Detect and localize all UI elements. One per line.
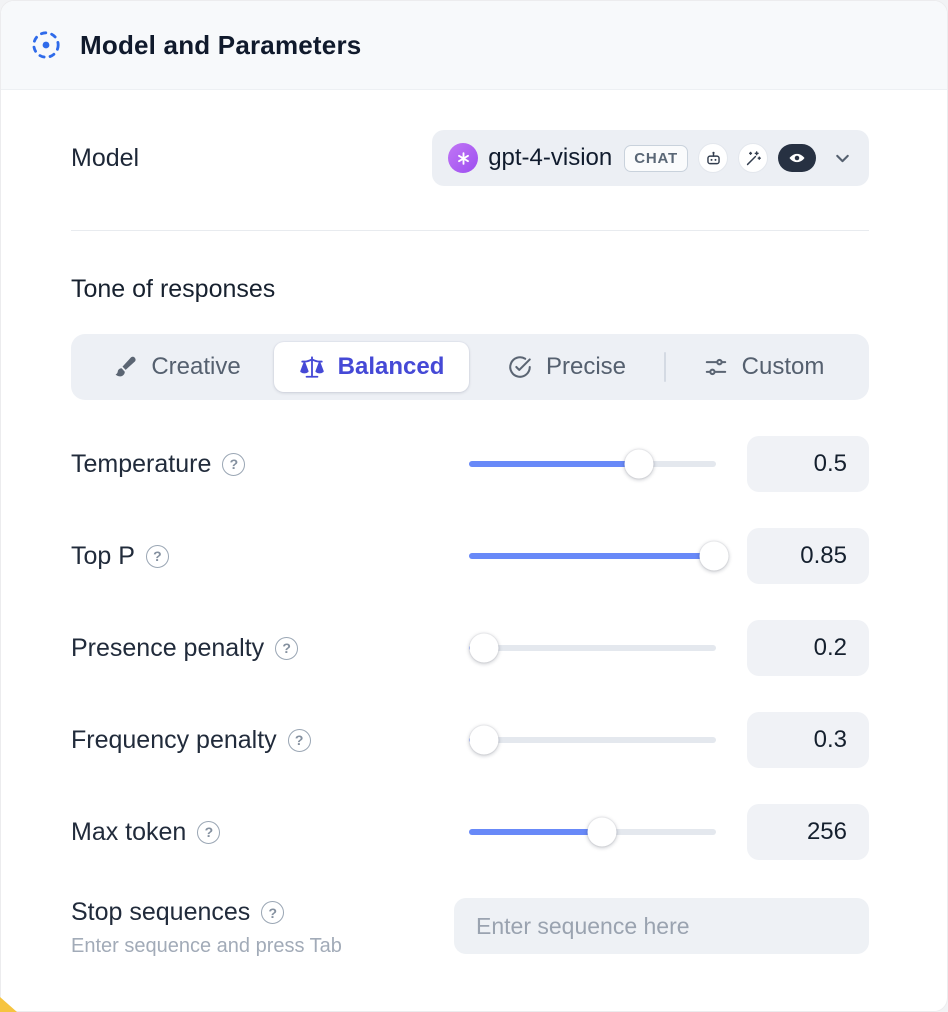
temperature-slider[interactable] [469,449,716,479]
model-type-badge: CHAT [624,144,688,172]
param-row-frequency-penalty: Frequency penalty ? 0.3 [71,712,869,768]
help-icon[interactable]: ? [222,452,246,476]
slider-fill [469,553,714,559]
param-row-max-token: Max token ? 256 [71,804,869,860]
param-label: Temperature ? [71,450,469,479]
segment-divider [664,352,666,382]
param-row-presence-penalty: Presence penalty ? 0.2 [71,620,869,676]
param-label-text: Temperature [71,449,212,478]
sliders-icon [703,354,729,380]
slider-fill [469,461,640,467]
param-label: Frequency penalty ? [71,726,469,755]
stop-sequences-label: Stop sequences [71,898,251,926]
check-circle-icon [507,354,533,380]
stop-sequences-labels: Stop sequences ? Enter sequence and pres… [71,898,342,958]
panel-title: Model and Parameters [80,29,362,60]
stop-sequences-row: Stop sequences ? Enter sequence and pres… [71,898,869,958]
frequency-penalty-slider[interactable] [469,725,716,755]
scales-icon [299,354,325,380]
openai-logo-icon [448,143,479,173]
brush-icon [112,354,138,380]
param-label-text: Frequency penalty [71,725,277,754]
slider-handle[interactable] [469,633,499,663]
max-token-slider[interactable] [469,817,716,847]
param-label: Max token ? [71,818,469,847]
temperature-value[interactable]: 0.5 [747,436,869,492]
param-label-text: Top P [71,541,135,570]
tone-heading: Tone of responses [71,275,276,303]
tone-option-precise[interactable]: Precise [469,342,664,392]
param-label: Presence penalty ? [71,634,469,663]
param-row-top-p: Top P ? 0.85 [71,528,869,584]
slider-handle[interactable] [469,725,499,755]
tone-option-creative[interactable]: Creative [79,342,274,392]
presence-penalty-slider[interactable] [469,633,716,663]
slider-fill [469,829,603,835]
tone-option-balanced[interactable]: Balanced [274,342,469,392]
tone-option-label: Balanced [337,353,445,380]
model-name: gpt-4-vision [488,144,613,171]
stop-sequence-input[interactable] [454,898,869,954]
frequency-penalty-value[interactable]: 0.3 [747,712,869,768]
wand-icon [738,143,768,173]
slider-handle[interactable] [587,817,617,847]
help-icon[interactable]: ? [275,636,299,660]
max-token-value[interactable]: 256 [747,804,869,860]
model-label: Model [71,143,140,172]
top-p-slider[interactable] [469,541,729,571]
slider-handle[interactable] [624,449,654,479]
param-label-text: Presence penalty [71,633,265,662]
tone-option-label: Custom [741,353,825,380]
help-icon[interactable]: ? [261,901,285,924]
model-select-dropdown[interactable]: gpt-4-vision CHAT [432,130,869,186]
model-row: Model gpt-4-vision CHAT [71,130,869,186]
panel-body: Model gpt-4-vision CHAT [1,90,947,958]
help-icon[interactable]: ? [197,820,221,844]
tone-option-label: Creative [151,353,241,380]
vision-icon [778,144,816,172]
bot-icon [698,143,728,173]
panel-header: Model and Parameters [1,1,947,90]
help-icon[interactable]: ? [145,544,169,568]
help-icon[interactable]: ? [287,728,311,752]
param-row-temperature: Temperature ? 0.5 [71,436,869,492]
tone-option-label: Precise [545,353,627,380]
stop-sequences-hint: Enter sequence and press Tab [71,935,342,957]
param-label-text: Max token [71,817,187,846]
top-p-value[interactable]: 0.85 [747,528,869,584]
slider-handle[interactable] [699,541,729,571]
chevron-down-icon [832,148,853,169]
tone-option-custom[interactable]: Custom [666,342,861,392]
param-label: Top P ? [71,542,469,571]
presence-penalty-value[interactable]: 0.2 [747,620,869,676]
section-divider [71,230,869,231]
scan-icon [29,28,63,62]
tone-selector: Creative Balanced [71,334,869,400]
